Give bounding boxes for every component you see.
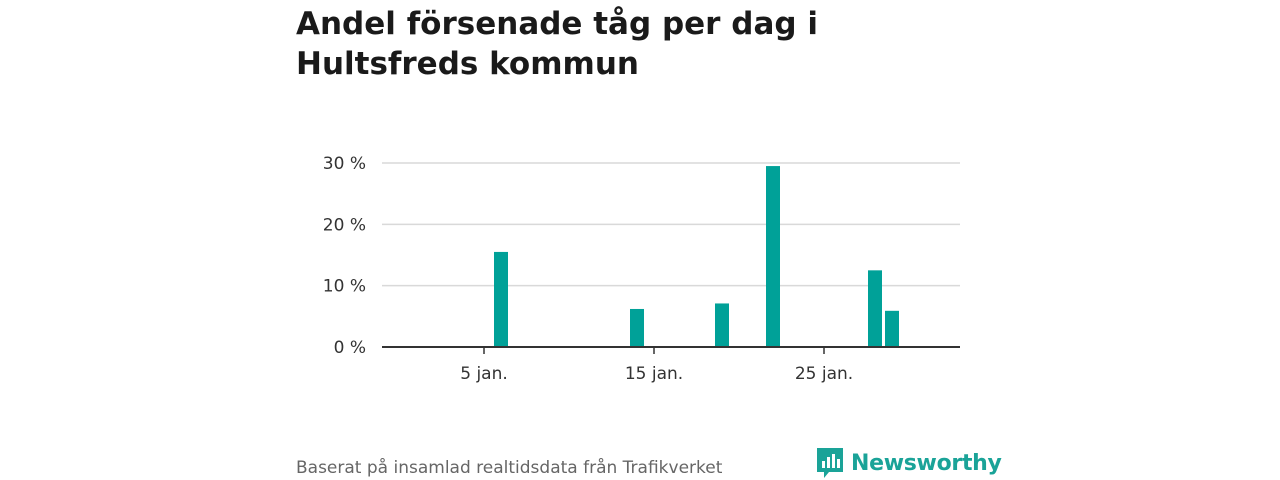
newsworthy-logo-text: Newsworthy [851, 450, 1002, 476]
axes [382, 346, 960, 354]
x-tick-label: 5 jan. [460, 364, 508, 384]
bar [766, 166, 780, 347]
chart-title: Andel försenade tåg per dag i Hultsfreds… [296, 6, 818, 82]
x-tick-label: 25 jan. [795, 364, 853, 384]
bar [630, 308, 644, 347]
x-tick-labels: 5 jan. 15 jan. 25 jan. [460, 364, 853, 384]
y-tick-label: 10 % [323, 277, 366, 297]
source-note: Baserat på insamlad realtidsdata från Tr… [296, 458, 723, 478]
gridlines [382, 162, 960, 287]
bar [715, 303, 729, 347]
newsworthy-logo[interactable]: Newsworthy [815, 446, 1002, 480]
newsworthy-logo-icon [817, 448, 843, 478]
bar-chart: 0 % 10 % 20 % 30 % 5 jan. 15 jan. 25 jan. [323, 154, 960, 384]
y-tick-label: 0 % [334, 338, 366, 358]
bar [885, 310, 899, 347]
y-tick-labels: 0 % 10 % 20 % 30 % [323, 154, 366, 358]
bars [494, 166, 899, 347]
bar [868, 270, 882, 347]
y-tick-label: 20 % [323, 215, 366, 235]
y-tick-label: 30 % [323, 154, 366, 174]
x-tick-label: 15 jan. [625, 364, 683, 384]
bar [494, 251, 508, 347]
